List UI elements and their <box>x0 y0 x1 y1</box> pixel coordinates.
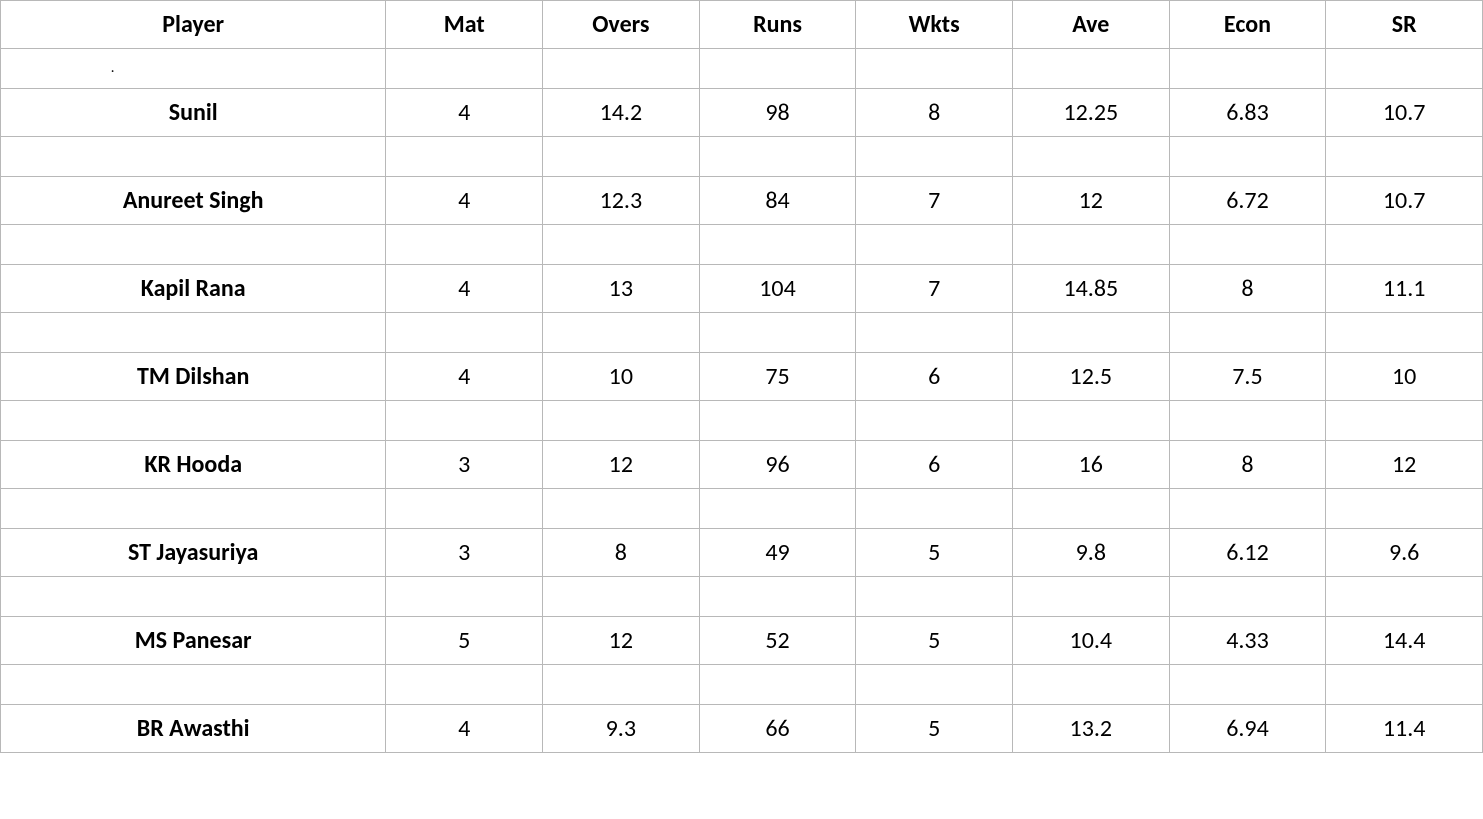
runs-cell: 75 <box>699 353 856 401</box>
sr-cell: 10.7 <box>1326 177 1483 225</box>
player-cell: Anureet Singh <box>1 177 386 225</box>
column-header-sr: SR <box>1326 1 1483 49</box>
spacer-row <box>1 489 1483 529</box>
column-header-ave: Ave <box>1012 1 1169 49</box>
wkts-cell: 5 <box>856 529 1013 577</box>
ave-cell: 10.4 <box>1012 617 1169 665</box>
mat-cell: 4 <box>386 265 543 313</box>
table-header-row: Player Mat Overs Runs Wkts Ave Econ SR <box>1 1 1483 49</box>
spacer-row <box>1 313 1483 353</box>
spacer-row <box>1 137 1483 177</box>
sr-cell: 10.7 <box>1326 89 1483 137</box>
econ-cell: 6.94 <box>1169 705 1326 753</box>
mat-cell: 4 <box>386 353 543 401</box>
sr-cell: 11.4 <box>1326 705 1483 753</box>
runs-cell: 66 <box>699 705 856 753</box>
column-header-runs: Runs <box>699 1 856 49</box>
wkts-cell: 7 <box>856 265 1013 313</box>
spacer-row: . <box>1 49 1483 89</box>
econ-cell: 8 <box>1169 265 1326 313</box>
column-header-econ: Econ <box>1169 1 1326 49</box>
econ-cell: 6.83 <box>1169 89 1326 137</box>
sr-cell: 12 <box>1326 441 1483 489</box>
player-cell: TM Dilshan <box>1 353 386 401</box>
ave-cell: 16 <box>1012 441 1169 489</box>
overs-cell: 13 <box>543 265 700 313</box>
wkts-cell: 5 <box>856 617 1013 665</box>
overs-cell: 9.3 <box>543 705 700 753</box>
ave-cell: 13.2 <box>1012 705 1169 753</box>
spacer-row <box>1 577 1483 617</box>
stats-table: Player Mat Overs Runs Wkts Ave Econ SR .… <box>0 0 1483 753</box>
runs-cell: 98 <box>699 89 856 137</box>
ave-cell: 12 <box>1012 177 1169 225</box>
table-row: Anureet Singh 4 12.3 84 7 12 6.72 10.7 <box>1 177 1483 225</box>
overs-cell: 12 <box>543 617 700 665</box>
wkts-cell: 7 <box>856 177 1013 225</box>
player-cell: Kapil Rana <box>1 265 386 313</box>
player-cell: Sunil <box>1 89 386 137</box>
sr-cell: 9.6 <box>1326 529 1483 577</box>
wkts-cell: 6 <box>856 353 1013 401</box>
runs-cell: 96 <box>699 441 856 489</box>
ave-cell: 14.85 <box>1012 265 1169 313</box>
ave-cell: 12.25 <box>1012 89 1169 137</box>
mat-cell: 5 <box>386 617 543 665</box>
table-row: KR Hooda 3 12 96 6 16 8 12 <box>1 441 1483 489</box>
sr-cell: 11.1 <box>1326 265 1483 313</box>
sr-cell: 14.4 <box>1326 617 1483 665</box>
econ-cell: 8 <box>1169 441 1326 489</box>
player-cell: KR Hooda <box>1 441 386 489</box>
mat-cell: 4 <box>386 177 543 225</box>
player-cell: MS Panesar <box>1 617 386 665</box>
runs-cell: 49 <box>699 529 856 577</box>
mat-cell: 3 <box>386 529 543 577</box>
mat-cell: 3 <box>386 441 543 489</box>
wkts-cell: 5 <box>856 705 1013 753</box>
column-header-mat: Mat <box>386 1 543 49</box>
ave-cell: 12.5 <box>1012 353 1169 401</box>
wkts-cell: 8 <box>856 89 1013 137</box>
overs-cell: 14.2 <box>543 89 700 137</box>
econ-cell: 6.12 <box>1169 529 1326 577</box>
spacer-row <box>1 665 1483 705</box>
spacer-row <box>1 225 1483 265</box>
table-row: Sunil 4 14.2 98 8 12.25 6.83 10.7 <box>1 89 1483 137</box>
wkts-cell: 6 <box>856 441 1013 489</box>
dot-cell: . <box>1 49 386 89</box>
table-row: TM Dilshan 4 10 75 6 12.5 7.5 10 <box>1 353 1483 401</box>
runs-cell: 52 <box>699 617 856 665</box>
column-header-overs: Overs <box>543 1 700 49</box>
mat-cell: 4 <box>386 89 543 137</box>
overs-cell: 10 <box>543 353 700 401</box>
table-row: ST Jayasuriya 3 8 49 5 9.8 6.12 9.6 <box>1 529 1483 577</box>
player-cell: BR Awasthi <box>1 705 386 753</box>
overs-cell: 12.3 <box>543 177 700 225</box>
column-header-wkts: Wkts <box>856 1 1013 49</box>
runs-cell: 104 <box>699 265 856 313</box>
spacer-row <box>1 401 1483 441</box>
overs-cell: 8 <box>543 529 700 577</box>
runs-cell: 84 <box>699 177 856 225</box>
column-header-player: Player <box>1 1 386 49</box>
table-row: Kapil Rana 4 13 104 7 14.85 8 11.1 <box>1 265 1483 313</box>
econ-cell: 4.33 <box>1169 617 1326 665</box>
sr-cell: 10 <box>1326 353 1483 401</box>
mat-cell: 4 <box>386 705 543 753</box>
ave-cell: 9.8 <box>1012 529 1169 577</box>
player-cell: ST Jayasuriya <box>1 529 386 577</box>
overs-cell: 12 <box>543 441 700 489</box>
table-row: BR Awasthi 4 9.3 66 5 13.2 6.94 11.4 <box>1 705 1483 753</box>
table-body: . Sunil 4 14.2 98 8 12.25 6.83 10.7 Anur… <box>1 49 1483 753</box>
econ-cell: 7.5 <box>1169 353 1326 401</box>
table-row: MS Panesar 5 12 52 5 10.4 4.33 14.4 <box>1 617 1483 665</box>
econ-cell: 6.72 <box>1169 177 1326 225</box>
